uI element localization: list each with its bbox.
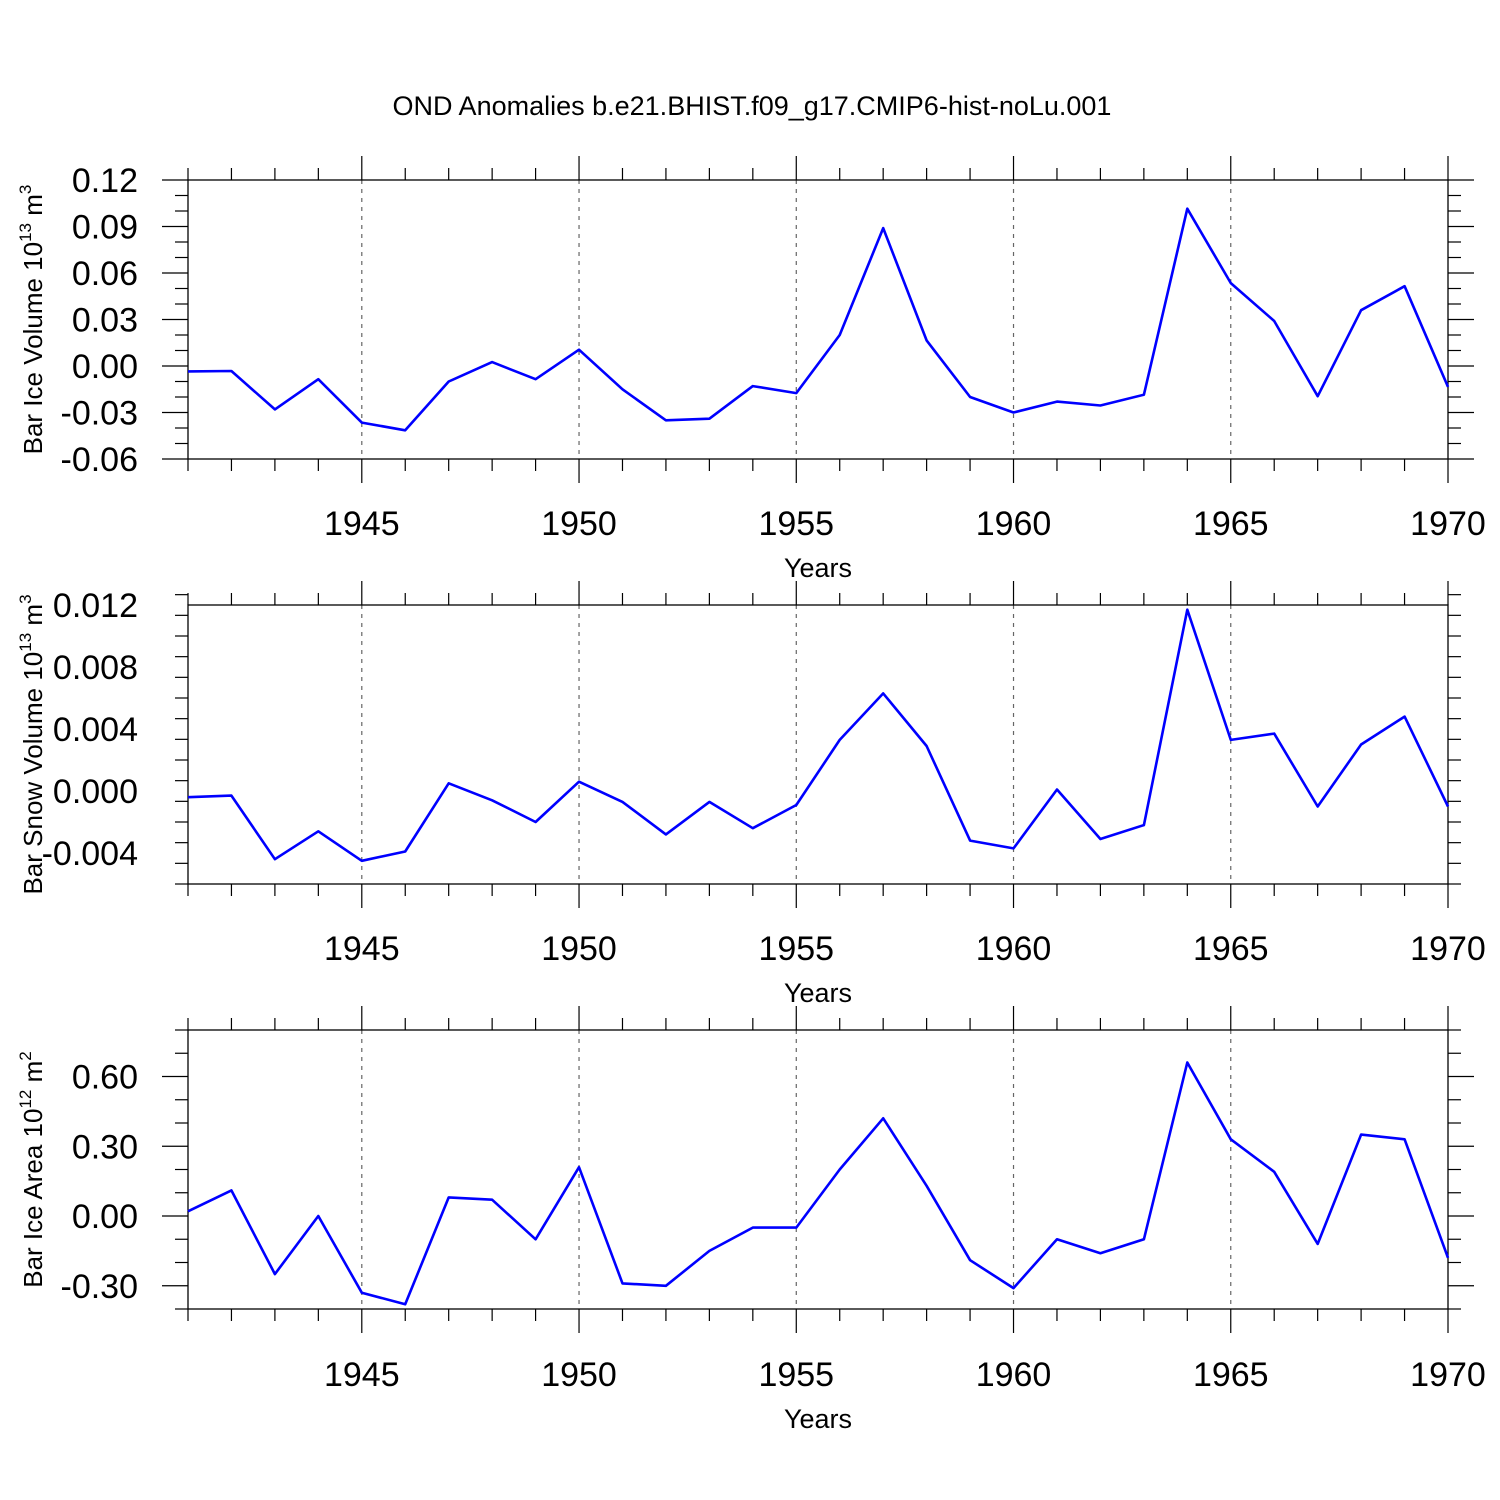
x-tick-label: 1960 [976, 1356, 1052, 1394]
x-axis-label: Years [784, 978, 852, 1008]
x-tick-label: 1970 [1410, 505, 1486, 543]
x-tick-label: 1950 [541, 930, 617, 968]
panel-3: -0.30 0.00 0.30 0.60 1945 1950 1955 1960 1965 197… [16, 1006, 1486, 1434]
x-axis-label: Years [784, 1404, 852, 1434]
y-tick-label: 0.30 [72, 1128, 138, 1166]
x-tick-label: 1955 [758, 930, 834, 968]
series-line [187, 608, 1450, 863]
x-tick-label: 1945 [324, 1356, 400, 1394]
y-tick-label: 0.008 [53, 649, 138, 687]
y-tick-label: -0.004 [42, 835, 138, 873]
y-axis-label: Bar Ice Volume 1013 m3 [16, 185, 48, 455]
y-tick-label: 0.06 [72, 255, 138, 293]
panel-2: -0.004 0.000 0.004 0.008 0.012 1945 1950 1955 19… [16, 581, 1486, 1008]
y-tick-label: 0.000 [53, 773, 138, 811]
plot-frame [187, 1029, 1449, 1310]
x-tick-label: 1955 [758, 505, 834, 543]
series-line [187, 1061, 1450, 1306]
y-tick-label: -0.30 [61, 1268, 139, 1306]
plot-frame [187, 604, 1449, 885]
y-tick-label: 0.12 [72, 162, 138, 200]
figure-title: OND Anomalies b.e21.BHIST.f09_g17.CMIP6-… [393, 91, 1112, 121]
y-axis-label: Bar Snow Volume 1013 m3 [16, 594, 48, 894]
x-tick-label: 1970 [1410, 1356, 1486, 1394]
x-tick-label: 1965 [1193, 930, 1269, 968]
y-tick-label: -0.06 [61, 441, 139, 479]
x-tick-label: 1945 [324, 505, 400, 543]
x-axis-label: Years [784, 553, 852, 583]
y-tick-label: -0.03 [61, 395, 139, 433]
y-axis-label: Bar Ice Area 1012 m2 [16, 1051, 48, 1288]
x-tick-label: 1950 [541, 1356, 617, 1394]
y-tick-label: 0.09 [72, 209, 138, 247]
y-tick-label: 0.00 [72, 348, 138, 386]
x-tick-label: 1965 [1193, 505, 1269, 543]
y-tick-label: 0.00 [72, 1198, 138, 1236]
x-tick-label: 1970 [1410, 930, 1486, 968]
plot-frame [187, 179, 1449, 460]
y-tick-label: 0.03 [72, 302, 138, 340]
x-tick-label: 1955 [758, 1356, 834, 1394]
y-tick-label: 0.012 [53, 587, 138, 625]
y-tick-label: 0.004 [53, 711, 138, 749]
panel-1: -0.06 -0.03 0.00 0.03 0.06 0.09 0.12 1945 1950 19… [16, 156, 1486, 583]
x-tick-label: 1950 [541, 505, 617, 543]
series-line [187, 207, 1450, 432]
x-tick-label: 1960 [976, 930, 1052, 968]
x-tick-label: 1960 [976, 505, 1052, 543]
x-tick-label: 1965 [1193, 1356, 1269, 1394]
y-tick-label: 0.60 [72, 1059, 138, 1097]
x-tick-label: 1945 [324, 930, 400, 968]
